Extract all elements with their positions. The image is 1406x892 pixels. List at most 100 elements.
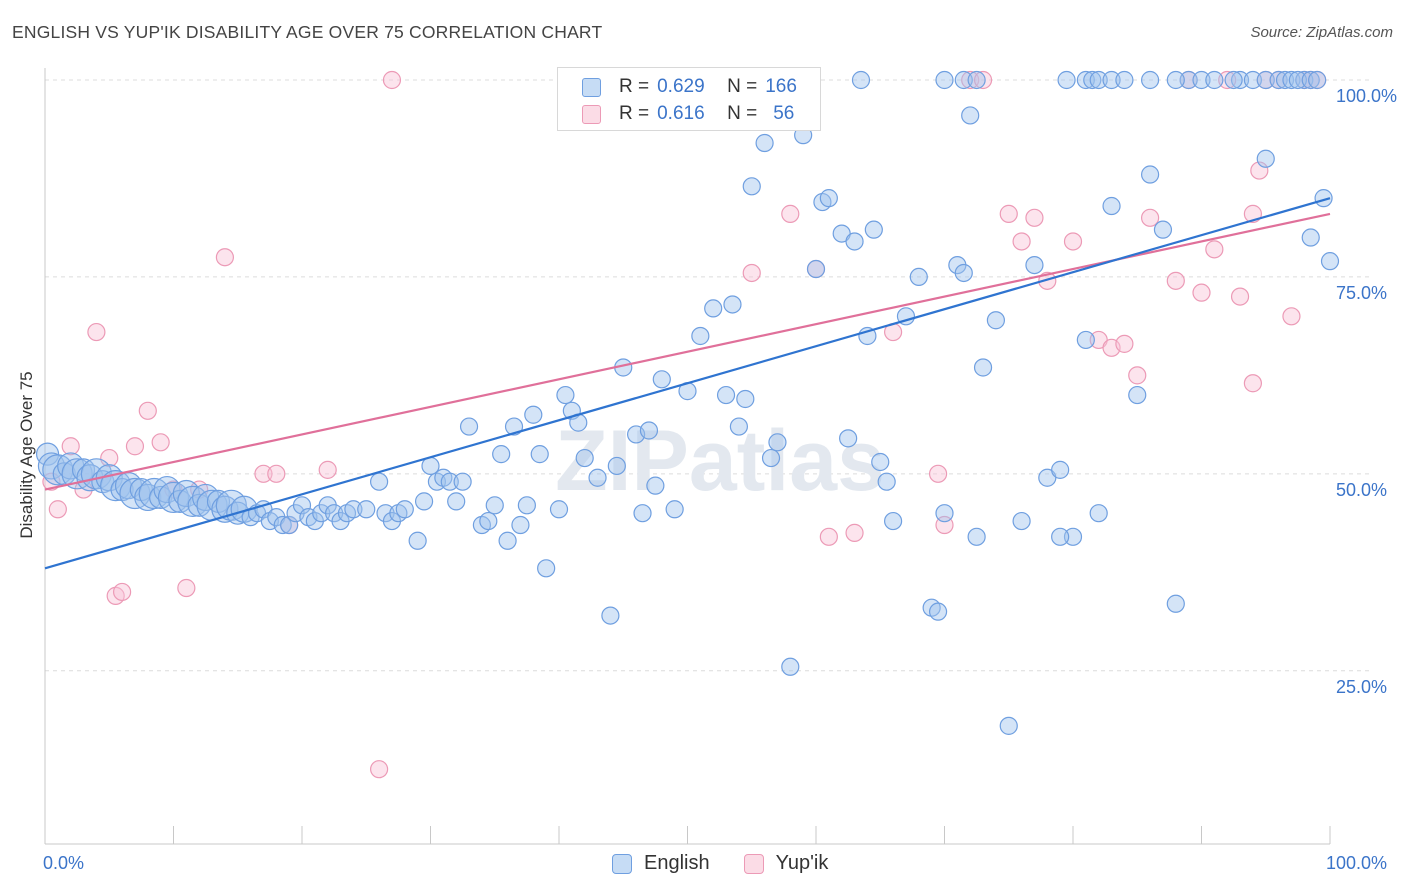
- english-point: [877, 472, 896, 491]
- english-point: [1012, 511, 1031, 531]
- english-point: [851, 70, 871, 90]
- english-point: [530, 445, 549, 464]
- english-point: [1243, 70, 1263, 90]
- english-point: [511, 515, 530, 535]
- n-label: N =: [727, 76, 758, 97]
- english-point: [1192, 70, 1211, 90]
- source-label: Source: ZipAtlas.com: [1250, 24, 1393, 41]
- english-point: [999, 716, 1018, 735]
- english-point: [768, 433, 787, 452]
- english-point: [691, 326, 710, 346]
- yupik-point: [138, 401, 157, 420]
- english-point: [479, 511, 498, 531]
- n-label: N =: [727, 103, 758, 124]
- yupik-point: [61, 437, 80, 456]
- english-point: [1205, 70, 1224, 90]
- yupik-point: [999, 204, 1018, 223]
- english-point: [1256, 149, 1275, 168]
- english-point: [954, 70, 973, 90]
- english-point: [1025, 255, 1044, 275]
- english-point: [1295, 70, 1314, 90]
- english-point: [601, 606, 620, 625]
- yupik-point: [1063, 232, 1083, 251]
- english-point: [1115, 70, 1134, 90]
- english-point: [492, 445, 511, 464]
- english-point: [665, 500, 684, 519]
- chart-title: ENGLISH VS YUP'IK DISABILITY AGE OVER 75…: [12, 22, 603, 42]
- english-point: [447, 492, 466, 511]
- yupik-point: [112, 582, 132, 602]
- yupik-point: [973, 70, 993, 90]
- trend-lines: [44, 197, 1331, 570]
- yupik-point: [370, 760, 389, 779]
- english-point: [839, 429, 858, 448]
- english-point: [504, 417, 524, 436]
- english-point: [1256, 70, 1275, 90]
- yupik-point: [1128, 366, 1147, 385]
- english-point: [1230, 70, 1250, 90]
- series-legend: English Yup'ik: [612, 852, 862, 875]
- english-point: [909, 267, 928, 287]
- english-point: [704, 299, 723, 318]
- english-point: [408, 531, 427, 550]
- english-point: [440, 472, 459, 491]
- english-point: [639, 421, 659, 440]
- grid-lines: [45, 79, 1370, 672]
- yupik-point: [1166, 271, 1185, 290]
- english-point: [1089, 504, 1108, 523]
- english-points: [35, 70, 1340, 735]
- yupik-point: [1012, 232, 1031, 251]
- legend-label-english: English: [644, 852, 710, 874]
- y-tick-label: 50.0%: [1336, 479, 1388, 500]
- english-point: [549, 500, 569, 519]
- english-point: [1153, 220, 1173, 239]
- yupik-point: [1243, 374, 1263, 393]
- legend-item-english[interactable]: English: [612, 852, 710, 875]
- axes: [44, 68, 1331, 845]
- r-value: 0.616: [657, 103, 705, 124]
- english-point: [395, 500, 414, 519]
- english-point: [459, 417, 479, 436]
- english-point: [537, 559, 556, 578]
- yupik-point: [382, 70, 402, 90]
- english-point: [1063, 527, 1083, 546]
- english-point: [1076, 70, 1095, 90]
- english-point: [986, 311, 1006, 330]
- english-point: [1166, 70, 1185, 90]
- english-point: [652, 370, 671, 389]
- english-point: [280, 515, 299, 535]
- english-point: [1102, 196, 1121, 216]
- english-point: [1083, 70, 1102, 90]
- yupik-point: [742, 263, 761, 283]
- n-value: 56: [773, 103, 795, 124]
- legend-item-yupik[interactable]: Yup'ik: [743, 852, 829, 875]
- english-point: [1051, 460, 1070, 479]
- english-point: [1275, 70, 1295, 90]
- english-point: [1089, 70, 1108, 90]
- english-point: [633, 504, 652, 523]
- english-point: [273, 515, 292, 535]
- legend-label-yupik: Yup'ik: [775, 852, 829, 874]
- english-point: [1288, 70, 1307, 90]
- english-point: [575, 448, 594, 468]
- english-swatch: [582, 77, 601, 97]
- yupik-swatch: [582, 104, 601, 124]
- english-point: [414, 492, 434, 511]
- english-point: [845, 232, 864, 251]
- yupik-point: [1230, 287, 1250, 306]
- yupik-point: [254, 464, 273, 483]
- english-point: [1269, 70, 1288, 90]
- english-point: [973, 358, 993, 377]
- english-point: [716, 385, 736, 405]
- english-point: [883, 511, 903, 531]
- english-point: [453, 472, 472, 491]
- english-point: [370, 472, 389, 491]
- english-point: [935, 504, 954, 523]
- english-point: [1301, 228, 1320, 247]
- english-point: [761, 448, 781, 468]
- english-point: [1282, 70, 1301, 90]
- yupik-point: [1115, 334, 1134, 353]
- watermark: ZIPatlas: [555, 413, 885, 509]
- yupik-point: [177, 578, 196, 598]
